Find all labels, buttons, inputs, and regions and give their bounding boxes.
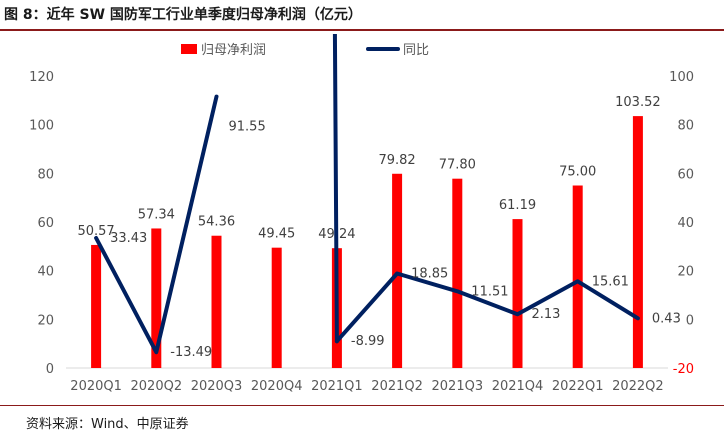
- x-tick-label: 2020Q4: [251, 379, 303, 394]
- bar-data-label: 61.19: [499, 198, 536, 213]
- x-tick-label: 2020Q1: [70, 379, 122, 394]
- bar-data-label: 77.80: [439, 158, 476, 173]
- bar-data-label: 49.45: [258, 227, 295, 242]
- bar-data-label: 50.57: [77, 224, 114, 239]
- bar: [392, 173, 403, 368]
- x-tick-label: 2021Q3: [432, 379, 484, 394]
- bar: [452, 178, 463, 368]
- legend: 归母净利润 同比: [181, 43, 429, 58]
- x-tick-label: 2020Q2: [131, 379, 183, 394]
- y-right-tick-label: -20: [673, 362, 694, 377]
- line-data-label: 91.55: [229, 120, 266, 135]
- bar-data-label: 54.36: [198, 215, 235, 230]
- line-data-label: 18.85: [411, 266, 448, 281]
- y-right-tick-label: 40: [677, 216, 694, 231]
- legend-line-label: 同比: [403, 43, 429, 58]
- yoy-line-segment: [332, 34, 339, 344]
- source-divider: [0, 405, 724, 406]
- x-tick-label: 2022Q2: [612, 379, 664, 394]
- bar-data-label: 103.52: [615, 95, 661, 110]
- y-right-tick-label: 0: [686, 313, 694, 328]
- x-tick-label: 2022Q1: [552, 379, 604, 394]
- y-left-tick-label: 0: [46, 362, 54, 377]
- chart-title: 图 8：近年 SW 国防军工行业单季度归母净利润（亿元）: [4, 7, 362, 23]
- y-right-tick-label: 20: [677, 265, 694, 280]
- x-tick-label: 2021Q2: [371, 379, 423, 394]
- bar: [271, 247, 282, 368]
- bar: [572, 185, 583, 368]
- x-tick-label: 2020Q3: [191, 379, 243, 394]
- line-data-label: 0.43: [652, 311, 681, 326]
- line-data-label: 33.43: [110, 231, 147, 246]
- line-data-label: 2.13: [532, 307, 561, 322]
- x-tick-label: 2021Q1: [311, 379, 363, 394]
- bar: [632, 116, 643, 368]
- yoy-line: [94, 94, 640, 355]
- y-right-tick-label: 60: [677, 167, 694, 182]
- bar: [512, 219, 523, 368]
- line-data-label: -13.49: [170, 345, 212, 360]
- y-left-tick-label: 20: [37, 313, 54, 328]
- bar-data-label: 75.00: [559, 165, 596, 180]
- bar-data-label: 57.34: [138, 207, 175, 222]
- title-divider: [0, 29, 724, 31]
- y-left-tick-label: 60: [37, 216, 54, 231]
- source-note: 资料来源：Wind、中原证券: [26, 417, 189, 432]
- bar: [151, 228, 162, 368]
- y-right-tick-label: 100: [669, 70, 694, 85]
- combo-chart: 归母净利润 同比 0 20 40 60 80 100 120 -20 0 20 40 60 80 100 2…: [29, 34, 694, 394]
- y-left-tick-label: 100: [29, 119, 54, 134]
- bar-data-label: 79.82: [378, 153, 415, 168]
- y-left-tick-label: 40: [37, 265, 54, 280]
- x-tick-label: 2021Q4: [492, 379, 544, 394]
- line-data-label: 11.51: [471, 284, 508, 299]
- bar: [211, 235, 222, 368]
- line-data-label: 15.61: [592, 274, 629, 289]
- y-left-tick-label: 80: [37, 167, 54, 182]
- bar: [91, 244, 102, 368]
- y-right-tick-label: 80: [677, 119, 694, 134]
- line-data-label: -8.99: [351, 334, 385, 349]
- y-left-tick-label: 120: [29, 70, 54, 85]
- legend-bar-swatch: [181, 44, 197, 54]
- legend-bar-label: 归母净利润: [201, 43, 266, 58]
